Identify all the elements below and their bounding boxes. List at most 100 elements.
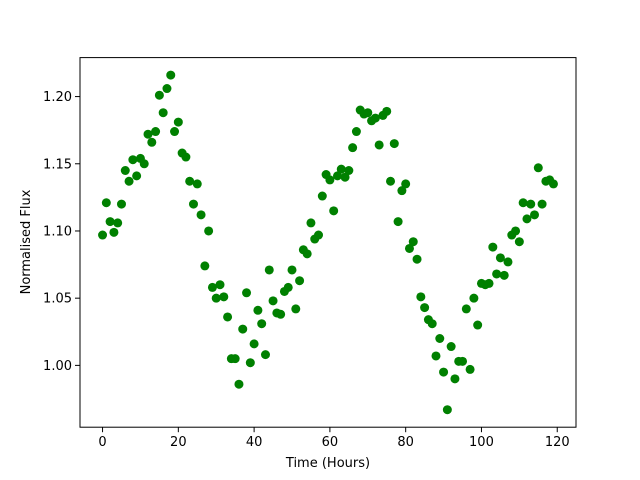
data-point (200, 261, 210, 271)
x-axis-label: Time (Hours) (285, 456, 370, 471)
data-point (207, 282, 217, 292)
data-point (101, 198, 111, 208)
data-point (348, 143, 358, 153)
data-point (492, 269, 502, 279)
data-point (332, 171, 342, 181)
data-point (420, 303, 430, 313)
data-point (401, 179, 411, 189)
data-point (363, 108, 373, 118)
data-point (139, 159, 149, 169)
data-point (537, 199, 547, 209)
data-point (499, 270, 509, 280)
data-point (511, 226, 521, 236)
data-point (276, 309, 286, 319)
data-point (154, 90, 164, 100)
data-point (253, 305, 263, 315)
data-point (162, 84, 172, 94)
data-point (249, 339, 259, 349)
data-point (336, 164, 346, 174)
x-tick-label: 0 (98, 435, 106, 450)
x-tick-label: 60 (322, 435, 339, 450)
x-tick-label: 40 (246, 435, 263, 450)
data-point (408, 237, 418, 247)
x-tick-label: 100 (469, 435, 494, 450)
data-point (264, 265, 274, 275)
data-point (374, 140, 384, 150)
data-point (439, 367, 449, 377)
y-axis-label: Normalised Flux (19, 189, 34, 294)
data-point (223, 312, 233, 322)
data-point (295, 276, 305, 286)
data-point (435, 333, 445, 343)
data-point (181, 152, 191, 162)
data-point (151, 127, 161, 137)
data-point (393, 217, 403, 227)
data-point (238, 324, 248, 334)
data-point (234, 379, 244, 389)
data-point (211, 293, 221, 303)
data-point (533, 163, 543, 173)
data-point (166, 70, 176, 80)
data-point (314, 230, 324, 240)
data-point (522, 214, 532, 224)
data-point (196, 210, 206, 220)
x-tick-label: 80 (397, 435, 414, 450)
data-point (109, 227, 119, 237)
data-point (132, 171, 142, 181)
data-point (325, 175, 335, 185)
data-point (404, 243, 414, 253)
data-point (124, 176, 134, 186)
data-point (329, 206, 339, 216)
data-point (416, 292, 426, 302)
axes-frame (79, 57, 577, 428)
data-point (215, 280, 225, 290)
data-point (488, 242, 498, 252)
data-point (188, 199, 198, 209)
plot-area (98, 70, 558, 415)
data-point (397, 186, 407, 196)
data-point (344, 165, 354, 175)
data-point (268, 296, 278, 306)
data-point (204, 226, 214, 236)
data-point (412, 254, 422, 264)
data-point (442, 405, 452, 415)
x-tick-label: 20 (170, 435, 187, 450)
data-point (287, 265, 297, 275)
data-point (113, 218, 123, 228)
data-point (105, 217, 115, 227)
data-point (306, 218, 316, 228)
data-point (302, 249, 312, 259)
data-point (514, 237, 524, 247)
data-point (461, 304, 471, 314)
data-point (458, 356, 468, 366)
data-point (469, 293, 479, 303)
data-point (120, 165, 130, 175)
data-point (317, 191, 327, 201)
data-point (518, 198, 528, 208)
y-tick-label: 1.15 (43, 157, 72, 172)
data-point (242, 288, 252, 298)
data-point (98, 230, 108, 240)
data-point (192, 179, 202, 189)
data-point (548, 179, 558, 189)
data-point (351, 127, 361, 137)
data-point (291, 304, 301, 314)
data-point (185, 176, 195, 186)
data-point (446, 342, 456, 352)
data-point (450, 374, 460, 384)
data-point (495, 253, 505, 263)
y-tick-label: 1.10 (43, 224, 72, 239)
data-point (389, 139, 399, 149)
data-point (170, 127, 180, 137)
data-point (465, 364, 475, 374)
data-point (484, 278, 494, 288)
data-point (260, 350, 270, 360)
data-point (431, 351, 441, 361)
data-point (147, 137, 157, 147)
y-tick-label: 1.20 (43, 90, 72, 105)
data-point (503, 257, 513, 267)
data-point (116, 199, 126, 209)
